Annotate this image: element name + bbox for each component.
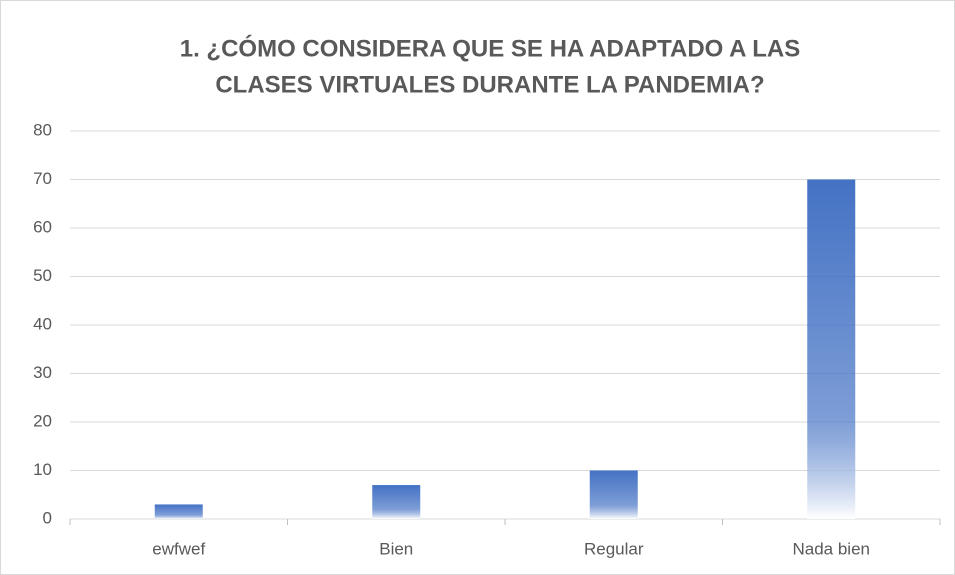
y-tick-label: 80	[33, 120, 52, 139]
bar	[372, 485, 421, 519]
y-tick-label: 30	[33, 363, 52, 382]
y-tick-label: 10	[33, 460, 52, 479]
x-tick-label: Nada bien	[792, 539, 870, 558]
y-tick-label: 40	[33, 314, 52, 333]
y-tick-label: 0	[43, 508, 52, 527]
chart-title: 1. ¿CÓMO CONSIDERA QUE SE HA ADAPTADO A …	[180, 34, 800, 62]
chart-title: CLASES VIRTUALES DURANTE LA PANDEMIA?	[215, 71, 764, 98]
y-tick-label: 60	[33, 217, 52, 236]
bar	[154, 504, 203, 519]
x-tick-label: Bien	[379, 539, 413, 558]
x-tick-label: Regular	[584, 539, 644, 558]
y-tick-label: 50	[33, 266, 52, 285]
y-tick-label: 70	[33, 169, 52, 188]
y-tick-label: 20	[33, 411, 52, 430]
x-tick-label: ewfwef	[152, 539, 205, 558]
bar	[807, 179, 856, 519]
bar	[589, 470, 638, 519]
